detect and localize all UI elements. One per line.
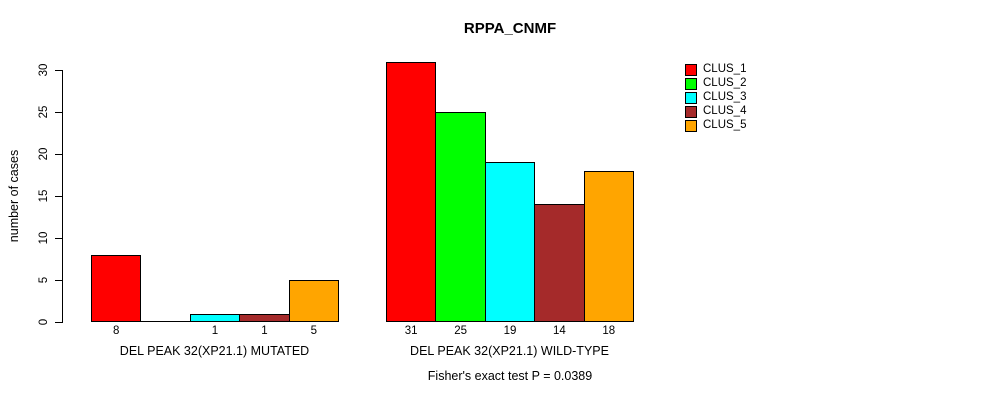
y-tick-label: 0 xyxy=(38,318,50,326)
y-tick-label: 15 xyxy=(38,189,50,203)
bar-value-label: 25 xyxy=(454,325,467,337)
group-label: DEL PEAK 32(XP21.1) MUTATED xyxy=(119,344,310,358)
legend-swatch-clus_1 xyxy=(685,64,697,76)
bar-clus_5 xyxy=(583,170,634,322)
bar-clus_3 xyxy=(189,313,241,322)
y-axis-tick xyxy=(55,70,62,71)
bar-clus_1 xyxy=(386,61,437,322)
y-tick-label: 5 xyxy=(38,276,50,284)
bar-clus_2 xyxy=(435,112,486,322)
bar-clus_5 xyxy=(288,280,339,322)
legend-label: CLUS_5 xyxy=(703,119,747,131)
bar-value-label: 1 xyxy=(211,325,219,337)
bar-clus_4 xyxy=(534,204,585,322)
bar-value-label: 31 xyxy=(404,325,418,337)
legend-swatch-clus_3 xyxy=(685,92,697,104)
bar-value-label: 18 xyxy=(602,325,616,337)
y-axis-tick xyxy=(55,238,62,239)
bar-clus_1 xyxy=(91,254,142,322)
legend-label: CLUS_2 xyxy=(703,77,747,89)
bar-value-label: 8 xyxy=(112,325,120,337)
group-label: DEL PEAK 32(XP21.1) WILD-TYPE xyxy=(410,344,609,358)
y-axis-tick xyxy=(55,154,62,155)
bar-clus_3 xyxy=(484,162,536,322)
chart-title: RPPA_CNMF xyxy=(463,20,557,37)
y-axis-label: number of cases xyxy=(7,149,21,243)
legend-swatch-clus_4 xyxy=(685,106,697,118)
bar-value-label: 5 xyxy=(310,325,317,337)
bar-zero-clus_2 xyxy=(140,321,191,322)
y-tick-label: 25 xyxy=(38,105,50,119)
bar-value-label: 14 xyxy=(552,325,566,337)
y-axis-tick xyxy=(55,322,62,323)
bar-value-label: 19 xyxy=(503,325,517,337)
fisher-test-annotation: Fisher's exact test P = 0.0389 xyxy=(427,369,593,383)
bar-value-label: 1 xyxy=(261,325,268,337)
y-axis-tick xyxy=(55,196,62,197)
legend-label: CLUS_1 xyxy=(703,63,747,75)
y-tick-label: 10 xyxy=(38,231,50,245)
legend-swatch-clus_5 xyxy=(685,120,697,132)
y-tick-label: 30 xyxy=(38,63,50,77)
bar-clus_4 xyxy=(239,313,290,322)
legend-label: CLUS_4 xyxy=(703,105,747,117)
legend-label: CLUS_3 xyxy=(703,91,747,103)
y-tick-label: 20 xyxy=(38,147,50,161)
y-axis-tick xyxy=(55,112,62,113)
y-axis-line xyxy=(62,70,63,323)
y-axis-tick xyxy=(55,280,62,281)
legend-swatch-clus_2 xyxy=(685,78,697,90)
